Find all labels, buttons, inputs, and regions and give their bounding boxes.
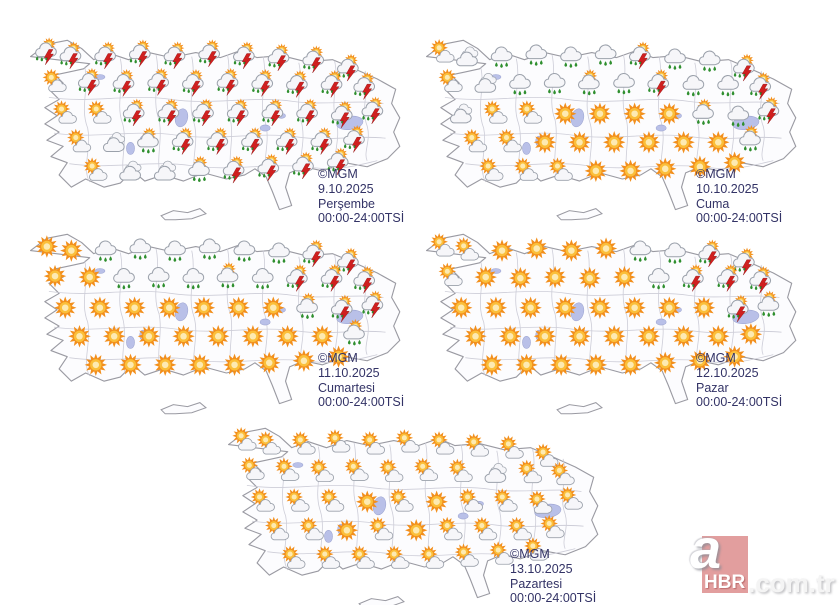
- weather-icon-thunderstorm: [36, 37, 57, 64]
- map-time-range: 00:00-24:00TSİ: [318, 211, 405, 226]
- map-label: ©MGM 12.10.2025 Pazar 00:00-24:00TSİ: [696, 351, 782, 410]
- map-date: 9.10.2025: [318, 181, 374, 196]
- map-day: Perşembe: [318, 196, 375, 211]
- forecast-map-sunday: ©MGM 12.10.2025 Pazar 00:00-24:00TSİ: [404, 220, 802, 424]
- map-credit: ©MGM: [696, 351, 736, 365]
- map-credit: ©MGM: [318, 167, 358, 181]
- map-day: Pazartesi: [510, 576, 563, 591]
- map-day: Cumartesi: [318, 380, 375, 395]
- map-time-range: 00:00-24:00TSİ: [696, 395, 783, 410]
- map-date: 10.10.2025: [696, 181, 759, 196]
- map-date: 12.10.2025: [696, 365, 759, 380]
- map-date: 13.10.2025: [510, 561, 573, 576]
- forecast-map-thursday: ©MGM 9.10.2025 Perşembe 00:00-24:00TSİ: [8, 26, 406, 230]
- map-date: 11.10.2025: [318, 365, 380, 380]
- map-label: ©MGM 10.10.2025 Cuma 00:00-24:00TSİ: [696, 167, 782, 226]
- map-label: ©MGM 11.10.2025 Cumartesi 00:00-24:00TSİ: [318, 351, 404, 410]
- map-label: ©MGM 13.10.2025 Pazartesi 00:00-24:00TSİ: [510, 547, 596, 605]
- ahbr-logo-box: [702, 536, 748, 593]
- map-credit: ©MGM: [510, 547, 550, 561]
- forecast-map-monday: ©MGM 13.10.2025 Pazartesi 00:00-24:00TSİ: [206, 414, 604, 605]
- map-time-range: 00:00-24:00TSİ: [318, 395, 405, 410]
- ahbr-logo-suffix: .com.tr: [748, 568, 835, 598]
- map-time-range: 00:00-24:00TSİ: [696, 211, 783, 226]
- map-day: Cuma: [696, 196, 730, 211]
- map-credit: ©MGM: [318, 351, 358, 365]
- ahbr-logo-brand: HBR: [704, 572, 746, 593]
- map-time-range: 00:00-24:00TSİ: [510, 591, 597, 605]
- forecast-map-saturday: ©MGM 11.10.2025 Cumartesi 00:00-24:00TSİ: [8, 220, 406, 424]
- map-label: ©MGM 9.10.2025 Perşembe 00:00-24:00TSİ: [318, 167, 404, 226]
- ahbr-watermark: a HBR .com.tr: [690, 517, 840, 605]
- map-credit: ©MGM: [696, 167, 736, 181]
- forecast-map-friday: ©MGM 10.10.2025 Cuma 00:00-24:00TSİ: [404, 26, 802, 230]
- map-day: Pazar: [696, 380, 729, 395]
- ahbr-logo-letter: a: [690, 517, 722, 580]
